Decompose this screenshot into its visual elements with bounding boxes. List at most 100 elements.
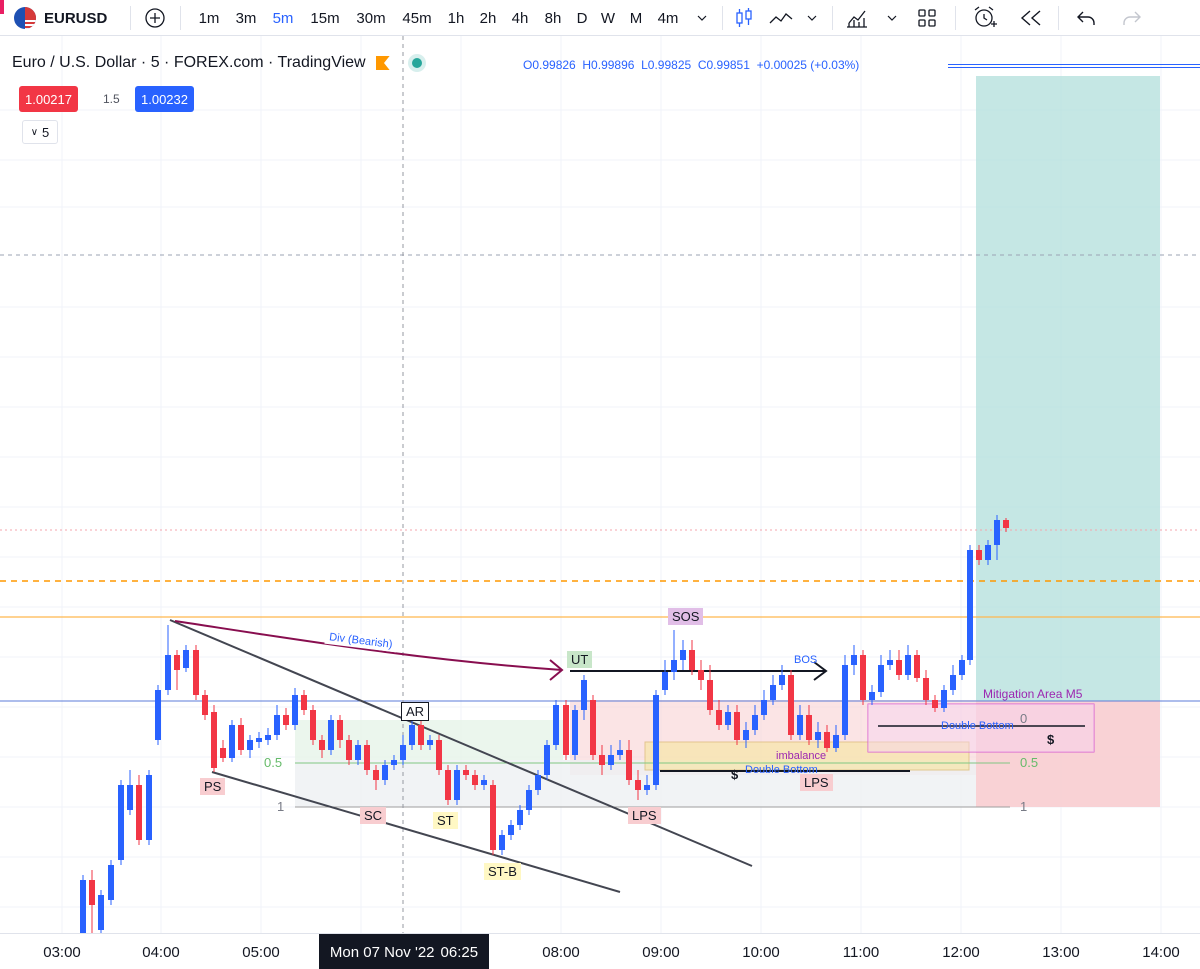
candle — [590, 700, 596, 755]
candle — [716, 710, 722, 725]
candle — [887, 660, 893, 665]
candle — [725, 712, 731, 725]
candle — [283, 715, 289, 725]
interval-4m[interactable]: 4m — [657, 9, 679, 27]
sell-button[interactable]: 1.00217 — [19, 86, 78, 112]
symbol-search[interactable]: EURUSD — [14, 0, 107, 36]
chart-type-dropdown[interactable] — [803, 0, 821, 36]
alert-button[interactable] — [970, 0, 1000, 36]
candle — [355, 745, 361, 760]
mitigation-box — [867, 703, 1095, 753]
compare-symbol-button[interactable] — [142, 0, 168, 36]
candle — [346, 740, 352, 760]
candle — [274, 715, 280, 735]
candle — [599, 755, 605, 765]
label-sos: SOS — [668, 608, 704, 625]
interval-1m[interactable]: 1m — [198, 9, 220, 27]
candles-chart-type-button[interactable] — [732, 0, 756, 36]
interval-4h[interactable]: 4h — [511, 9, 529, 27]
line-chart-type-button[interactable] — [768, 0, 794, 36]
candle — [436, 740, 442, 770]
chart-canvas[interactable] — [0, 36, 1200, 933]
chart-legend: Euro / U.S. Dollar · 5 · FOREX.com · Tra… — [12, 54, 422, 72]
interval-15m[interactable]: 15m — [310, 9, 340, 27]
candle — [319, 740, 325, 750]
grid-layout-icon — [918, 9, 936, 27]
plus-circle-icon — [145, 8, 165, 28]
ohlc-close: C0.99851 — [697, 58, 750, 72]
candle — [671, 660, 677, 672]
market-closed-icon — [375, 56, 390, 70]
candle — [391, 760, 397, 765]
time-axis[interactable]: 03:00 04:00 05:00 08:00 09:00 10:00 11:0… — [0, 933, 1200, 969]
indicators-button[interactable] — [843, 0, 871, 36]
replay-button[interactable] — [1016, 0, 1046, 36]
candle — [445, 770, 451, 800]
label-lps-1: LPS — [628, 807, 661, 824]
candle — [914, 655, 920, 678]
candle — [833, 735, 839, 748]
layout-button[interactable] — [914, 0, 940, 36]
candle — [680, 650, 686, 660]
indicators-dropdown[interactable] — [883, 0, 901, 36]
interval-5m[interactable]: 5m — [272, 9, 294, 27]
interval-W[interactable]: W — [600, 9, 616, 27]
imbalance-box — [644, 741, 970, 771]
candle — [481, 780, 487, 785]
indicators-collapse-button[interactable]: ∨ 5 — [22, 120, 58, 144]
label-sc: SC — [360, 807, 387, 824]
candle — [932, 700, 938, 708]
candle — [617, 750, 623, 755]
interval-D[interactable]: D — [576, 9, 588, 27]
candle — [851, 655, 857, 665]
undo-button[interactable] — [1072, 0, 1100, 36]
candle — [118, 785, 124, 860]
candle — [373, 770, 379, 780]
spread-value: 1.5 — [103, 92, 120, 106]
candle — [328, 720, 334, 750]
interval-2h[interactable]: 2h — [479, 9, 497, 27]
label-double-bottom-2: Double Bottom — [941, 720, 1014, 732]
label-dollar-1: $ — [731, 767, 739, 782]
interval-M[interactable]: M — [629, 9, 643, 27]
candle — [301, 695, 307, 710]
redo-button[interactable] — [1118, 0, 1146, 36]
target-zone — [976, 76, 1160, 701]
candle — [707, 680, 713, 710]
ohlc-high: H0.99896 — [582, 58, 635, 72]
candle — [183, 650, 189, 668]
label-lps-2: LPS — [800, 774, 833, 791]
label-ar: AR — [401, 702, 430, 721]
candle — [229, 725, 235, 758]
label-fib-1-right: 1 — [1020, 799, 1028, 814]
candle — [292, 695, 298, 725]
candle — [797, 715, 803, 735]
interval-30m[interactable]: 30m — [356, 9, 386, 27]
label-ps: PS — [200, 778, 226, 795]
candle — [950, 675, 956, 690]
crosshair-date: Mon 07 Nov '22 — [329, 943, 435, 961]
ohlc-change: +0.00025 (+0.03%) — [756, 58, 860, 72]
candle — [1003, 520, 1009, 528]
candle — [553, 705, 559, 745]
redo-icon — [1123, 11, 1141, 25]
chart-pane[interactable]: Euro / U.S. Dollar · 5 · FOREX.com · Tra… — [0, 36, 1200, 933]
candle — [976, 550, 982, 560]
legend-title[interactable]: Euro / U.S. Dollar · 5 · FOREX.com · Tra… — [12, 54, 366, 71]
buy-button[interactable]: 1.00232 — [135, 86, 194, 112]
candle — [499, 835, 505, 850]
interval-3m[interactable]: 3m — [235, 9, 257, 27]
time-tick: 12:00 — [942, 943, 980, 961]
candle — [508, 825, 514, 835]
candle — [155, 690, 161, 740]
interval-1h[interactable]: 1h — [447, 9, 465, 27]
intervals-dropdown[interactable] — [690, 0, 714, 36]
interval-45m[interactable]: 45m — [402, 9, 432, 27]
candle-series — [80, 515, 1009, 933]
candle — [941, 690, 947, 708]
candle — [985, 545, 991, 560]
trendline-upper — [169, 619, 753, 867]
undo-icon — [1077, 11, 1095, 25]
interval-8h[interactable]: 8h — [544, 9, 562, 27]
crosshair-time-label: Mon 07 Nov '22 06:25 — [319, 934, 489, 969]
